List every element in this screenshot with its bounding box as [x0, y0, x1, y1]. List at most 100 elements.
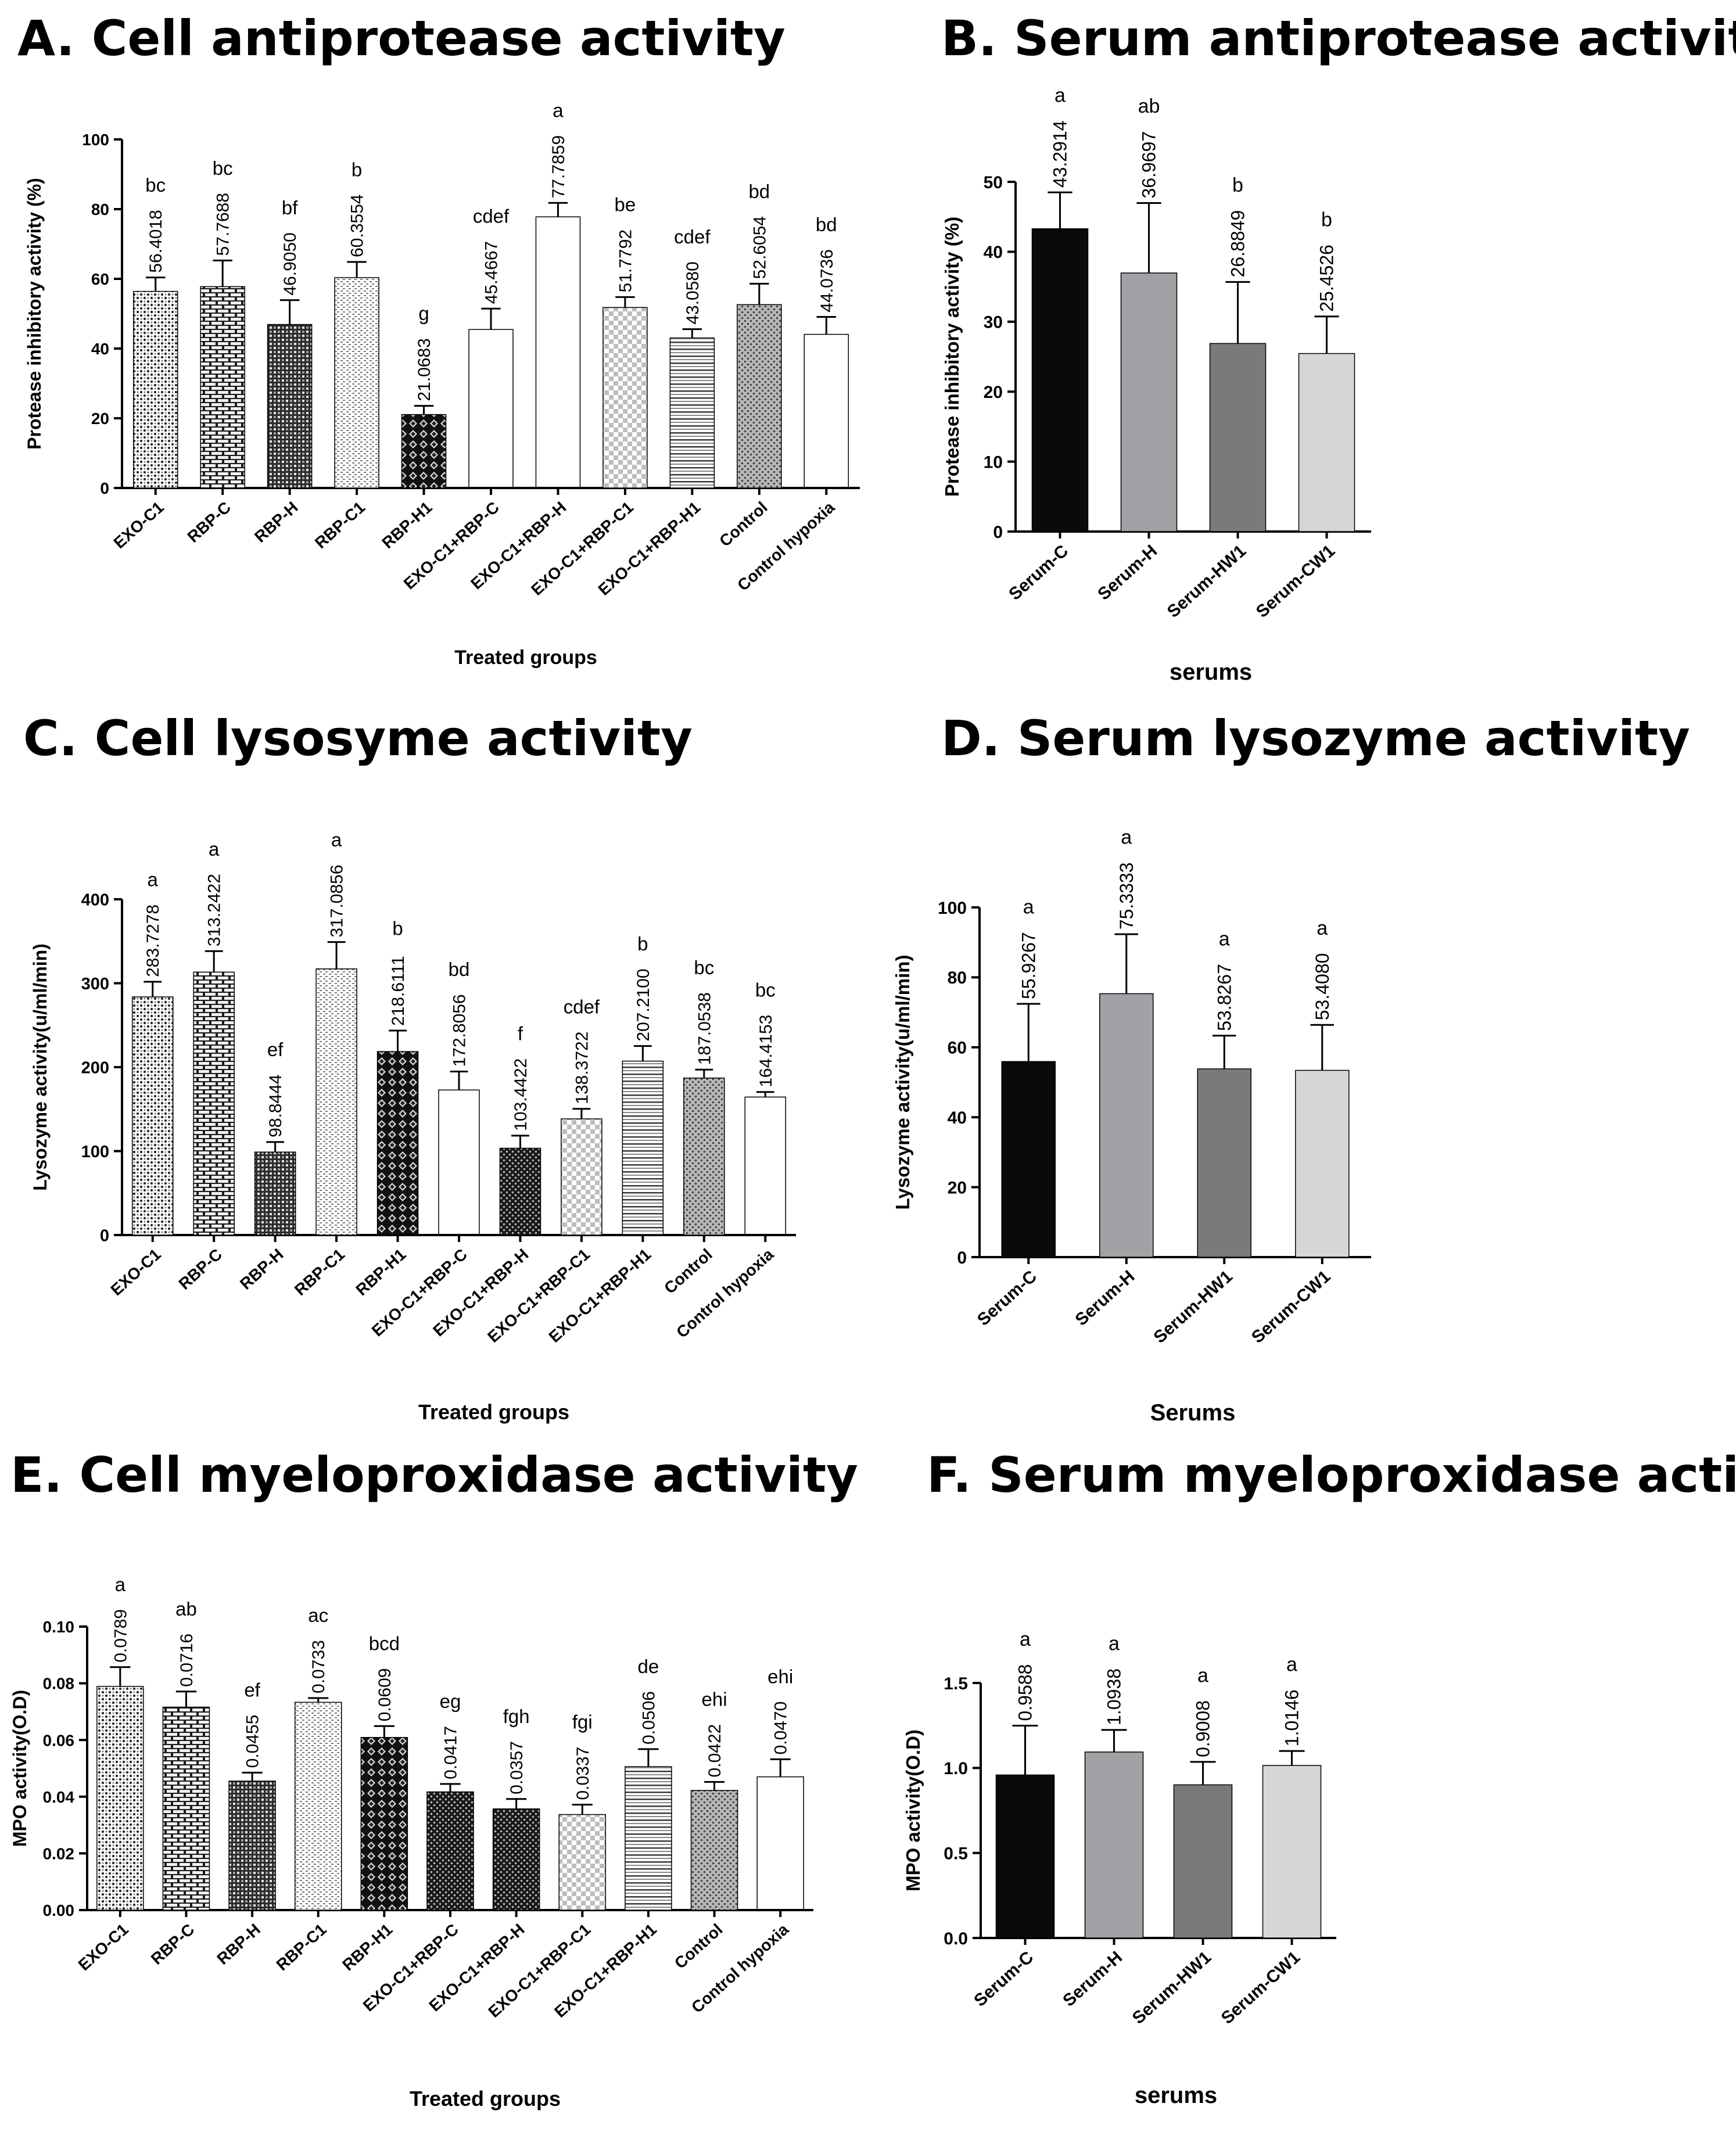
y-tick-label: 80 [948, 968, 967, 988]
x-tick-label: Serum-H [1094, 541, 1161, 604]
significance-label: bc [755, 979, 776, 1000]
x-axis-title: Serums [1150, 1400, 1236, 1426]
significance-label: cdef [674, 226, 711, 247]
significance-label: ab [175, 1598, 197, 1620]
x-tick-label: RBP-C [175, 1245, 226, 1293]
significance-label: bc [694, 957, 714, 978]
chart-panel-a: A. Cell antiprotease activity 0 20 40 60 80 10… [17, 10, 860, 669]
bar [625, 1766, 672, 1911]
x-tick-label: Serum-CW1 [1253, 541, 1339, 622]
x-tick-label: Serum-HW1 [1129, 1948, 1215, 2028]
significance-label: a [1317, 917, 1328, 939]
significance-label: a [1219, 928, 1230, 950]
bar [690, 1790, 738, 1911]
significance-label: a [209, 838, 220, 860]
y-tick-label: 40 [91, 340, 109, 358]
x-tick-label: RBP-C1 [291, 1245, 348, 1299]
bar [193, 971, 235, 1236]
x-tick-label: EXO-C1 [110, 498, 167, 552]
x-tick-label: RBP-H1 [378, 498, 435, 552]
x-tick-label: Serum-HW1 [1164, 541, 1250, 622]
y-axis-title: Protease inhibitory activity (%) [24, 178, 45, 450]
y-axis-title: Lysozyme activity(u/ml/min) [30, 943, 51, 1191]
value-label: 36.9697 [1139, 131, 1160, 199]
y-tick-label: 20 [91, 410, 109, 428]
value-label: 98.8444 [266, 1074, 285, 1137]
significance-label: a [553, 100, 564, 121]
bar [1173, 1784, 1233, 1939]
bar [228, 1781, 276, 1911]
significance-label: cdef [473, 206, 510, 227]
bar [804, 333, 849, 489]
significance-label: a [1023, 896, 1034, 918]
bar [1001, 1061, 1056, 1258]
value-label: 172.8056 [450, 994, 469, 1067]
x-tick-label: EXO-C1+RBP-H1 [546, 1245, 655, 1345]
x-axis-title: Treated groups [454, 647, 597, 669]
value-label: 43.0580 [683, 261, 702, 324]
value-label: 26.8849 [1228, 210, 1249, 278]
x-tick-label: RBP-H [236, 1245, 287, 1293]
significance-label: b [351, 159, 362, 180]
significance-label: a [1109, 1632, 1120, 1654]
value-label: 0.9008 [1193, 1700, 1214, 1757]
significance-label: bc [213, 157, 233, 179]
x-tick-label: Serum-H [1071, 1267, 1138, 1330]
bar [267, 324, 313, 489]
value-label: 0.0470 [772, 1702, 791, 1755]
y-tick-label: 0 [100, 479, 109, 497]
x-tick-label: EXO-C1 [107, 1245, 164, 1299]
bar [1031, 228, 1089, 532]
significance-label: f [518, 1022, 523, 1044]
significance-label: ehi [702, 1689, 727, 1710]
y-tick-label: 0 [993, 523, 1003, 542]
bar [737, 304, 782, 489]
y-axis-title: MPO activity(O.D) [902, 1729, 924, 1891]
bar [492, 1808, 540, 1911]
y-tick-label: 0 [100, 1226, 109, 1245]
x-tick-label: RBP-H1 [352, 1245, 409, 1299]
value-label: 0.0455 [243, 1715, 263, 1768]
value-label: 0.0417 [442, 1726, 461, 1779]
chart-panel-e: E. Cell myeloproxidase activity 0.00 0.02 0… [9, 1447, 858, 2111]
x-tick-label: Control [716, 498, 771, 550]
bar [995, 1774, 1055, 1939]
bar [535, 216, 581, 489]
value-label: 164.4153 [756, 1015, 776, 1087]
panels: A. Cell antiprotease activity 0 20 40 60 80 10… [9, 10, 1736, 2111]
bar [426, 1791, 474, 1911]
value-label: 57.7688 [214, 193, 233, 256]
x-tick-label: RBP-H1 [339, 1920, 396, 1974]
bar [622, 1060, 664, 1236]
y-tick-label: 0.06 [43, 1731, 75, 1749]
y-tick-label: 40 [984, 243, 1003, 262]
y-tick-label: 20 [948, 1178, 967, 1197]
significance-label: ab [1138, 95, 1160, 117]
value-label: 218.6111 [389, 956, 408, 1026]
bar [1120, 272, 1178, 532]
value-label: 43.2914 [1050, 120, 1071, 188]
value-label: 0.0506 [639, 1691, 658, 1745]
significance-label: b [637, 933, 648, 954]
y-tick-label: 0.04 [43, 1788, 75, 1806]
value-label: 51.7792 [616, 229, 635, 292]
panel-title: C. Cell lysosyme activity [23, 710, 693, 767]
x-tick-label: Serum-CW1 [1248, 1267, 1334, 1347]
bar [683, 1077, 725, 1236]
x-tick-label: Serum-H [1059, 1948, 1126, 2011]
significance-label: bc [145, 174, 166, 196]
significance-label: ac [308, 1605, 328, 1626]
significance-label: be [615, 194, 636, 216]
panel-title: E. Cell myeloproxidase activity [10, 1447, 858, 1503]
y-tick-label: 60 [948, 1039, 967, 1058]
bar [669, 337, 715, 489]
chart-panel-d: D. Serum lysozyme activity 0 20 40 60 80 100 Ly… [892, 710, 1690, 1426]
significance-label: a [115, 1574, 126, 1595]
y-tick-label: 0.08 [43, 1675, 75, 1693]
chart-panel-c: C. Cell lysosyme activity 0 100 200 300 400 Ly… [23, 710, 796, 1424]
value-label: 187.0538 [695, 992, 714, 1065]
panel-title: B. Serum antiprotease activity [941, 10, 1736, 67]
value-label: 77.7859 [549, 135, 568, 198]
y-tick-label: 0.10 [43, 1618, 75, 1636]
x-tick-label: RBP-C [184, 498, 235, 545]
